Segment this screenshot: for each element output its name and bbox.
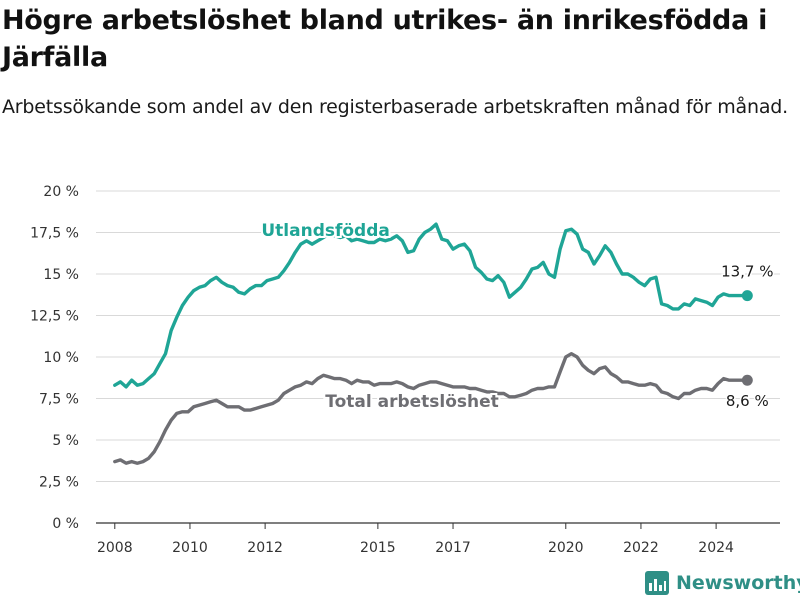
x-tick-label: 2020 <box>548 540 584 556</box>
y-tick-label: 17,5 % <box>30 226 79 242</box>
series-lines <box>113 222 753 465</box>
grid-lines <box>96 190 780 482</box>
x-tick-label: 2017 <box>435 540 471 556</box>
series-line-1 <box>113 352 749 465</box>
brand-name: Newsworthy <box>676 572 800 594</box>
y-tick-label: 10 % <box>43 350 79 366</box>
series-label: Utlandsfödda <box>261 221 390 241</box>
y-tick-label: 20 % <box>43 184 79 200</box>
series-label: Total arbetslöshet <box>325 392 499 412</box>
y-tick-label: 7,5 % <box>39 392 79 408</box>
end-value-label: 13,7 % <box>721 263 773 281</box>
series-end-dot <box>741 290 753 302</box>
y-tick-label: 0 % <box>52 516 79 532</box>
y-tick-label: 2,5 % <box>39 475 79 491</box>
x-tick-label: 2010 <box>172 540 208 556</box>
x-axis: 2008 2010 2012 2015 2017 2020 2022 2024 <box>96 522 780 556</box>
y-tick-label: 12,5 % <box>30 309 79 325</box>
x-tick-label: 2015 <box>360 540 396 556</box>
chart-subtitle: Arbetssökande som andel av den registerb… <box>2 96 788 118</box>
series-end-dot <box>741 374 753 386</box>
newsworthy-logo: Newsworthy <box>644 568 800 598</box>
x-tick-label: 2024 <box>698 540 734 556</box>
series-line-0 <box>113 222 749 389</box>
end-value-label: 8,6 % <box>726 392 769 410</box>
x-tick-label: 2012 <box>247 540 283 556</box>
x-tick-label: 2008 <box>97 540 133 556</box>
y-tick-label: 5 % <box>52 433 79 449</box>
newsworthy-logo-icon <box>645 571 669 595</box>
series-labels: Utlandsfödda 13,7 % Total arbetslöshet 8,6 … <box>259 219 775 414</box>
chart-title: Högre arbetslöshet bland utrikes- än inr… <box>2 5 768 73</box>
y-tick-label: 15 % <box>43 267 79 283</box>
x-tick-label: 2022 <box>623 540 659 556</box>
y-axis-ticks: 0 % 2,5 % 5 % 7,5 % 10 % 12,5 % 15 % 17,5 % 20 % <box>30 184 79 532</box>
